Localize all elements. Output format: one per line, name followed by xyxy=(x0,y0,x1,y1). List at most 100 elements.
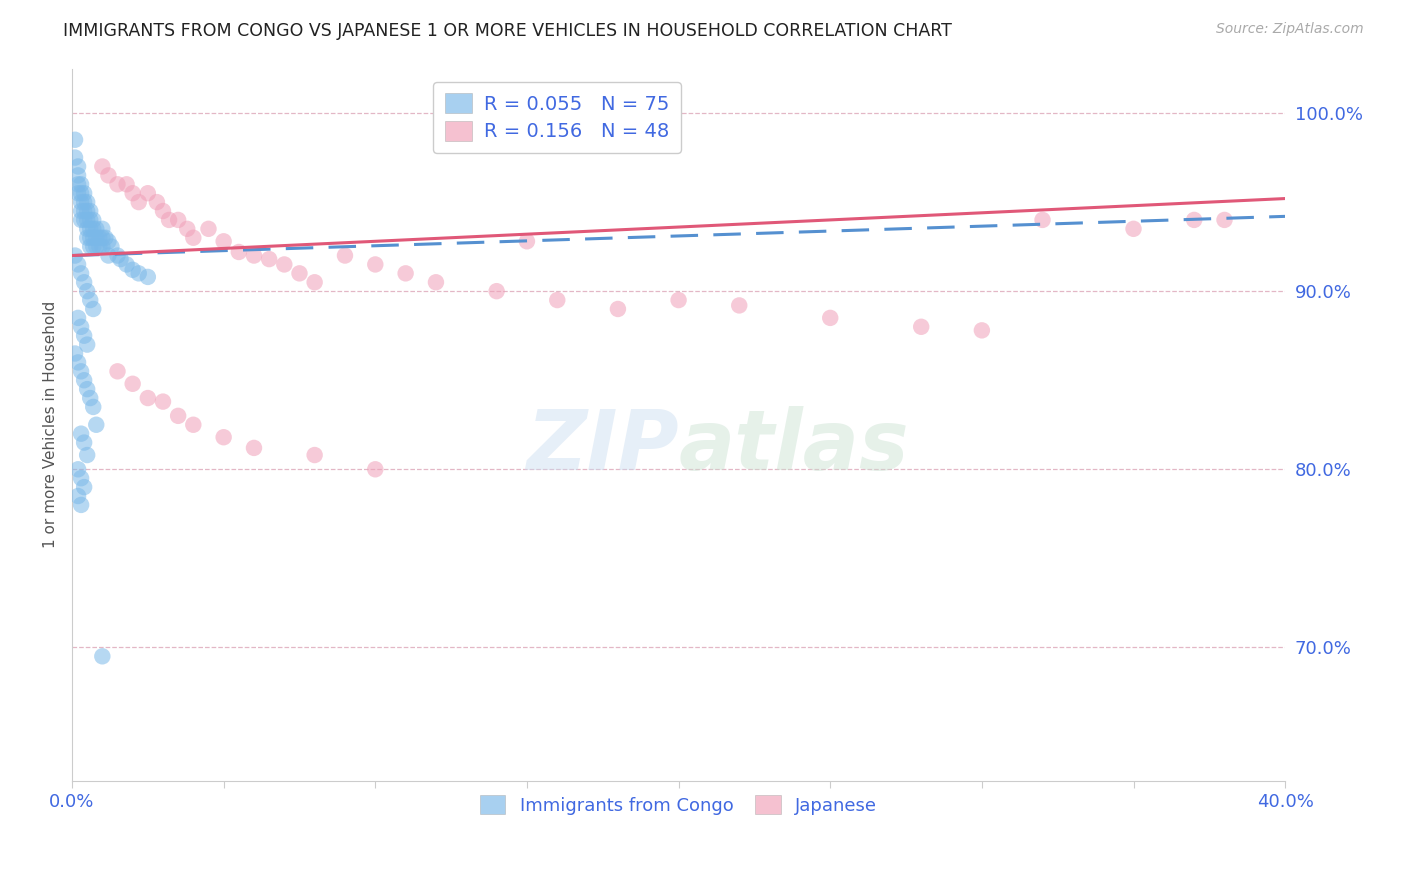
Point xyxy=(288,266,311,280)
Point xyxy=(167,409,190,423)
Point xyxy=(73,373,96,387)
Point xyxy=(76,284,98,298)
Point xyxy=(257,252,280,266)
Point xyxy=(425,275,447,289)
Point xyxy=(181,417,204,432)
Point xyxy=(91,160,114,174)
Point xyxy=(70,204,93,219)
Point xyxy=(70,186,93,201)
Point xyxy=(70,195,93,210)
Point xyxy=(668,293,690,307)
Point xyxy=(70,319,93,334)
Point xyxy=(167,213,190,227)
Point xyxy=(128,195,150,210)
Point xyxy=(152,394,174,409)
Point xyxy=(70,178,93,192)
Point xyxy=(73,195,96,210)
Point xyxy=(67,257,90,271)
Point xyxy=(76,448,98,462)
Point xyxy=(136,186,159,201)
Point xyxy=(79,204,101,219)
Point xyxy=(63,346,86,360)
Point xyxy=(121,376,143,391)
Point xyxy=(91,240,114,254)
Point xyxy=(273,257,295,271)
Point xyxy=(82,301,104,316)
Point xyxy=(212,235,235,249)
Point xyxy=(82,240,104,254)
Point xyxy=(364,257,387,271)
Y-axis label: 1 or more Vehicles in Household: 1 or more Vehicles in Household xyxy=(44,301,58,549)
Point xyxy=(70,471,93,485)
Point xyxy=(63,248,86,262)
Point xyxy=(1182,213,1205,227)
Point xyxy=(546,293,568,307)
Point xyxy=(79,240,101,254)
Point xyxy=(728,298,751,312)
Point xyxy=(100,240,122,254)
Point xyxy=(73,275,96,289)
Point xyxy=(818,310,841,325)
Point xyxy=(1122,222,1144,236)
Point xyxy=(76,195,98,210)
Point xyxy=(73,204,96,219)
Point xyxy=(516,235,538,249)
Point xyxy=(84,417,107,432)
Point xyxy=(121,262,143,277)
Point xyxy=(364,462,387,476)
Point xyxy=(197,222,219,236)
Point xyxy=(67,489,90,503)
Point xyxy=(228,244,250,259)
Point xyxy=(70,213,93,227)
Point xyxy=(76,222,98,236)
Point xyxy=(91,649,114,664)
Point xyxy=(91,222,114,236)
Text: ZIP: ZIP xyxy=(526,406,679,487)
Point xyxy=(67,169,90,183)
Point xyxy=(63,151,86,165)
Point xyxy=(79,293,101,307)
Point xyxy=(76,213,98,227)
Point xyxy=(76,337,98,351)
Point xyxy=(107,248,129,262)
Point xyxy=(128,266,150,280)
Point xyxy=(94,231,117,245)
Point xyxy=(70,426,93,441)
Legend: Immigrants from Congo, Japanese: Immigrants from Congo, Japanese xyxy=(470,784,887,825)
Point xyxy=(89,240,111,254)
Point xyxy=(121,186,143,201)
Point xyxy=(73,480,96,494)
Point xyxy=(76,231,98,245)
Point xyxy=(67,160,90,174)
Point xyxy=(181,231,204,245)
Text: IMMIGRANTS FROM CONGO VS JAPANESE 1 OR MORE VEHICLES IN HOUSEHOLD CORRELATION CH: IMMIGRANTS FROM CONGO VS JAPANESE 1 OR M… xyxy=(63,22,952,40)
Point xyxy=(67,178,90,192)
Point xyxy=(73,435,96,450)
Point xyxy=(84,231,107,245)
Point xyxy=(394,266,416,280)
Text: Source: ZipAtlas.com: Source: ZipAtlas.com xyxy=(1216,22,1364,37)
Point xyxy=(82,222,104,236)
Point xyxy=(91,231,114,245)
Point xyxy=(70,266,93,280)
Point xyxy=(97,248,120,262)
Point xyxy=(107,178,129,192)
Point xyxy=(84,222,107,236)
Point xyxy=(333,248,356,262)
Point xyxy=(146,195,169,210)
Point xyxy=(79,231,101,245)
Text: atlas: atlas xyxy=(679,406,910,487)
Point xyxy=(136,391,159,405)
Point xyxy=(606,301,628,316)
Point xyxy=(1031,213,1053,227)
Point xyxy=(136,269,159,284)
Point xyxy=(97,235,120,249)
Point xyxy=(485,284,508,298)
Point xyxy=(970,323,993,337)
Point xyxy=(70,364,93,378)
Point xyxy=(84,240,107,254)
Point xyxy=(67,186,90,201)
Point xyxy=(79,213,101,227)
Point xyxy=(76,382,98,396)
Point xyxy=(1213,213,1236,227)
